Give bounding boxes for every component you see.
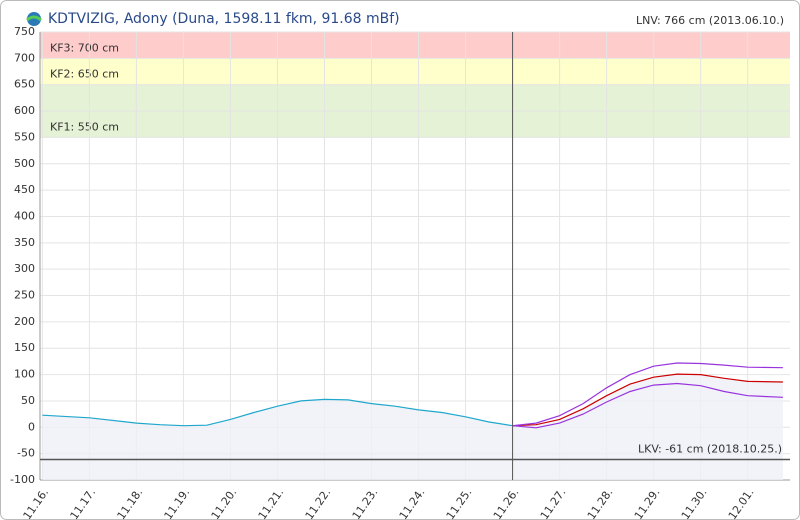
y-tick-label: 500 [14,157,35,170]
y-tick-label: 0 [28,420,35,433]
series-line [512,382,783,429]
y-tick-label: 350 [14,236,35,249]
hline-label: LKV: -61 cm (2018.10.25.) [638,442,782,455]
series-line [42,398,513,427]
series-line [512,373,783,427]
band-label: KF2: 650 cm [50,68,119,81]
y-tick-label: 700 [14,51,35,64]
band-label: KF1: 550 cm [50,120,119,133]
y-tick-label: 250 [14,289,35,302]
y-tick-label: 150 [14,341,35,354]
note: LNV: 766 cm (2013.06.10.) [636,14,784,27]
y-tick-label: -50 [17,447,35,460]
y-tick-label: 750 [14,25,35,38]
y-tick-label: 600 [14,104,35,117]
y-tick-label: 200 [14,315,35,328]
band [40,32,790,59]
y-tick-label: 650 [14,78,35,91]
logo [26,12,42,26]
band [40,58,790,85]
area [512,374,783,480]
band-label: KF3: 700 cm [50,41,119,54]
y-tick-label: 400 [14,209,35,222]
y-tick-label: 50 [21,394,35,407]
y-tick-label: 100 [14,368,35,381]
series-line [512,362,783,427]
y-tick-label: -100 [10,473,35,486]
y-tick-label: 450 [14,183,35,196]
chart-title: KDTVIZIG, Adony (Duna, 1598.11 fkm, 91.6… [48,11,400,27]
y-tick-label: 550 [14,130,35,143]
y-tick-label: 300 [14,262,35,275]
